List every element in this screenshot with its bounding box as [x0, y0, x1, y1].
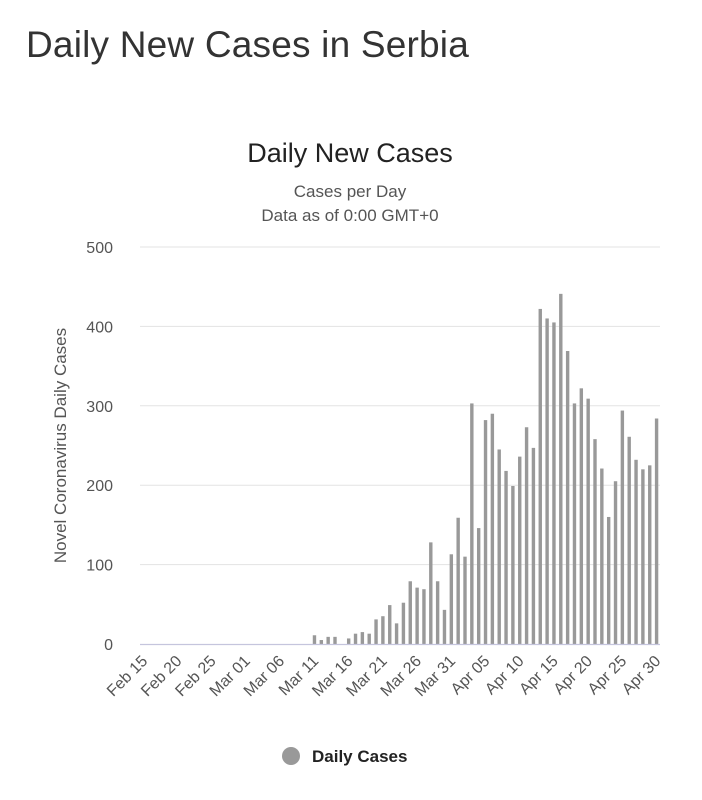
- y-tick-label-200: 200: [86, 478, 113, 495]
- bar-mar-14[interactable]: [333, 636, 337, 644]
- y-tick-label-500: 500: [86, 240, 113, 257]
- bar-apr-23[interactable]: [606, 516, 611, 644]
- bar-mar-20[interactable]: [374, 619, 378, 644]
- chart-container: Daily New Cases Cases per Day Data as of…: [0, 120, 702, 800]
- bar-mar-30[interactable]: [442, 609, 447, 644]
- y-tick-label-400: 400: [86, 319, 113, 336]
- bar-apr-29[interactable]: [648, 465, 652, 644]
- bar-mar-13[interactable]: [326, 636, 330, 644]
- bar-apr-09[interactable]: [511, 485, 515, 644]
- bar-mar-25[interactable]: [408, 581, 412, 644]
- bar-apr-01[interactable]: [456, 517, 460, 644]
- bar-apr-28[interactable]: [641, 469, 645, 644]
- chart-title: Daily New Cases: [247, 138, 453, 168]
- bar-apr-12[interactable]: [531, 447, 536, 644]
- legend-marker-daily-cases[interactable]: [282, 747, 300, 765]
- bar-mar-31[interactable]: [449, 554, 454, 644]
- bar-apr-21[interactable]: [593, 439, 597, 644]
- bar-mar-12[interactable]: [319, 640, 324, 644]
- y-axis-ticks: 0 100 200 300 400 500: [86, 240, 113, 654]
- bar-apr-15[interactable]: [552, 322, 556, 644]
- bar-mar-17[interactable]: [353, 633, 358, 644]
- bar-apr-04[interactable]: [476, 528, 481, 644]
- bar-mar-28[interactable]: [429, 542, 433, 644]
- daily-new-cases-chart: Daily New Cases Cases per Day Data as of…: [51, 138, 664, 766]
- bar-apr-11[interactable]: [524, 427, 529, 644]
- bar-apr-26[interactable]: [627, 436, 631, 644]
- chart-subtitle-line-2: Data as of 0:00 GMT+0: [261, 206, 438, 225]
- chart-subtitle-line-1: Cases per Day: [294, 182, 407, 201]
- bar-apr-05[interactable]: [483, 420, 488, 644]
- bars: [312, 293, 659, 645]
- bar-mar-22[interactable]: [388, 605, 392, 644]
- bar-apr-06[interactable]: [490, 413, 495, 644]
- y-tick-label-300: 300: [86, 399, 113, 416]
- bar-apr-08[interactable]: [504, 470, 508, 644]
- bar-mar-29[interactable]: [435, 581, 440, 644]
- y-axis-label: Novel Coronavirus Daily Cases: [51, 328, 70, 563]
- bar-apr-18[interactable]: [572, 403, 577, 644]
- bar-apr-22[interactable]: [600, 468, 604, 644]
- y-tick-label-100: 100: [86, 558, 113, 575]
- bar-mar-23[interactable]: [394, 623, 399, 644]
- bar-mar-21[interactable]: [381, 616, 385, 644]
- legend[interactable]: Daily Cases: [282, 747, 407, 766]
- bar-apr-19[interactable]: [579, 388, 584, 644]
- page-title: Daily New Cases in Serbia: [26, 24, 470, 65]
- bar-apr-16[interactable]: [559, 293, 563, 644]
- bar-apr-27[interactable]: [634, 459, 638, 644]
- bar-apr-14[interactable]: [545, 318, 549, 644]
- bar-apr-10[interactable]: [518, 456, 522, 644]
- bar-mar-24[interactable]: [401, 602, 406, 644]
- bar-apr-24[interactable]: [613, 481, 618, 644]
- bar-mar-11[interactable]: [312, 635, 317, 644]
- bar-mar-19[interactable]: [367, 633, 371, 644]
- bar-apr-17[interactable]: [565, 351, 570, 644]
- bar-mar-27[interactable]: [422, 589, 426, 644]
- bar-apr-03[interactable]: [470, 403, 474, 644]
- bar-apr-30[interactable]: [654, 418, 659, 645]
- bar-apr-25[interactable]: [620, 410, 625, 644]
- bar-mar-16[interactable]: [346, 638, 351, 644]
- bar-mar-26[interactable]: [415, 587, 419, 644]
- bar-apr-07[interactable]: [497, 449, 501, 644]
- y-tick-label-0: 0: [104, 637, 113, 654]
- bar-mar-18[interactable]: [360, 632, 365, 644]
- bar-apr-20[interactable]: [586, 398, 590, 644]
- legend-label-daily-cases[interactable]: Daily Cases: [312, 747, 407, 766]
- x-tick-label-apr-30: Apr 30: [619, 653, 664, 698]
- bar-apr-13[interactable]: [538, 308, 542, 644]
- bar-apr-02[interactable]: [463, 556, 467, 644]
